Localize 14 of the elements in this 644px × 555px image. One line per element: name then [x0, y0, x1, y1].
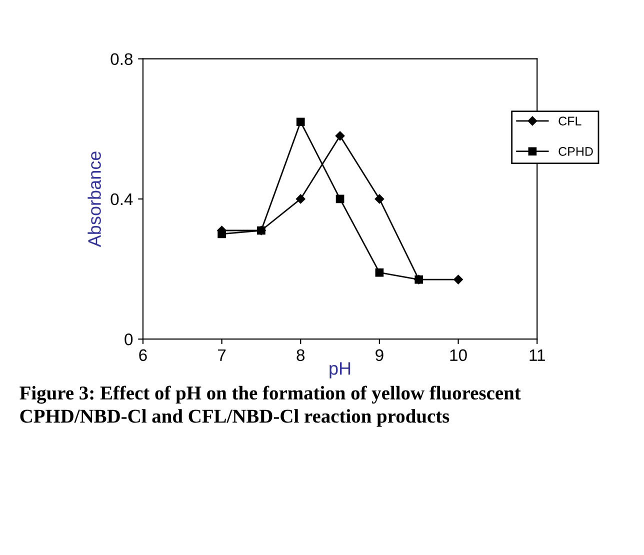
x-tick-label: 10	[450, 349, 467, 362]
x-tick-label: 11	[530, 349, 545, 361]
x-axis-title: pH	[330, 362, 350, 378]
x-tick-label: 8	[296, 349, 305, 362]
legend-label: CPHD	[558, 147, 593, 156]
x-tick-label: 6	[139, 349, 147, 362]
y-tick-label: 0	[124, 334, 133, 346]
y-axis-title: Absorbance	[88, 152, 101, 248]
legend-label: CFL	[558, 116, 582, 126]
x-tick-label: 9	[376, 349, 384, 362]
y-tick-label: 0.8	[110, 53, 133, 66]
caption: Figure 3: Effect of pH on the formation of yellow fluorescent CPHD/NBD-Cl and CFL/NBD-Cl reaction products	[20, 386, 521, 427]
y-tick-label: 0.4	[110, 193, 133, 206]
x-tick-label: 7	[218, 349, 226, 361]
